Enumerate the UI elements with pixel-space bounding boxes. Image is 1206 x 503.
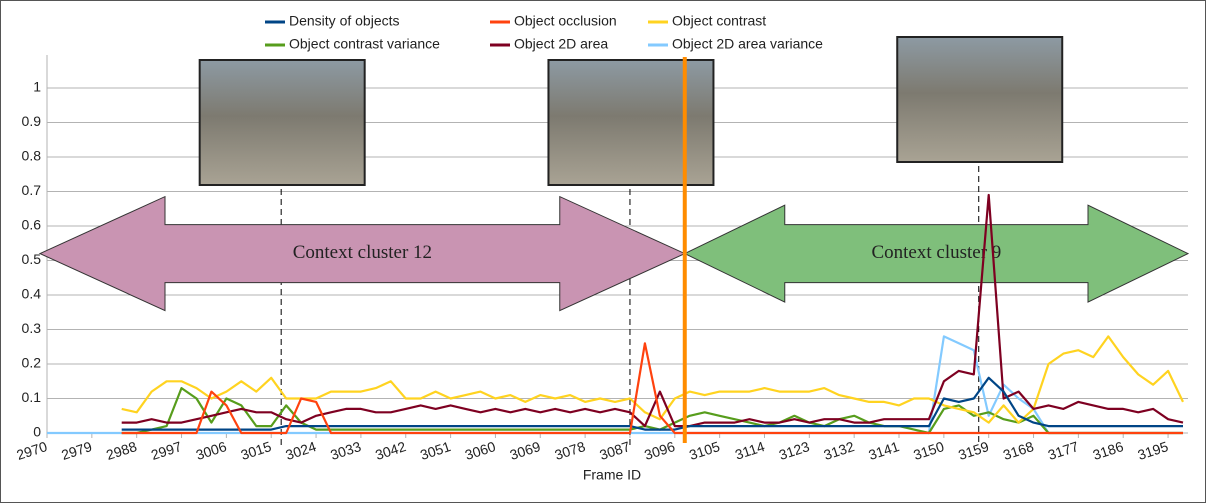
legend-label: Object occlusion [514, 13, 617, 29]
y-tick-label: 1 [33, 79, 41, 95]
thumbnail [896, 36, 1064, 163]
thumbnail [547, 59, 715, 186]
x-axis-label: Frame ID [583, 467, 641, 483]
y-tick-label: 0.6 [22, 217, 42, 233]
y-tick-label: 0.1 [22, 389, 42, 405]
cluster-label: Context cluster 9 [871, 242, 1001, 263]
series-line [121, 376, 1183, 431]
y-tick-label: 0.4 [22, 286, 42, 302]
cluster-label: Context cluster 12 [293, 242, 432, 263]
legend-label: Object 2D area [514, 36, 608, 52]
series-line [121, 387, 1183, 435]
cluster-arrow [683, 204, 1190, 303]
y-tick-label: 0 [33, 424, 41, 440]
y-tick-label: 0.7 [22, 182, 42, 198]
legend-label: Object 2D area variance [672, 36, 823, 52]
thumbnail [198, 59, 366, 186]
y-tick-label: 0.8 [22, 148, 42, 164]
legend-label: Object contrast variance [289, 36, 440, 52]
y-tick-label: 0.5 [22, 251, 42, 267]
legend-label: Object contrast [672, 13, 766, 29]
y-tick-label: 0.3 [22, 320, 42, 336]
series-line [121, 335, 1184, 424]
y-tick-label: 0.9 [22, 113, 42, 129]
legend-label: Density of objects [289, 13, 400, 29]
series-line [121, 342, 1183, 435]
y-tick-label: 0.2 [22, 355, 42, 371]
